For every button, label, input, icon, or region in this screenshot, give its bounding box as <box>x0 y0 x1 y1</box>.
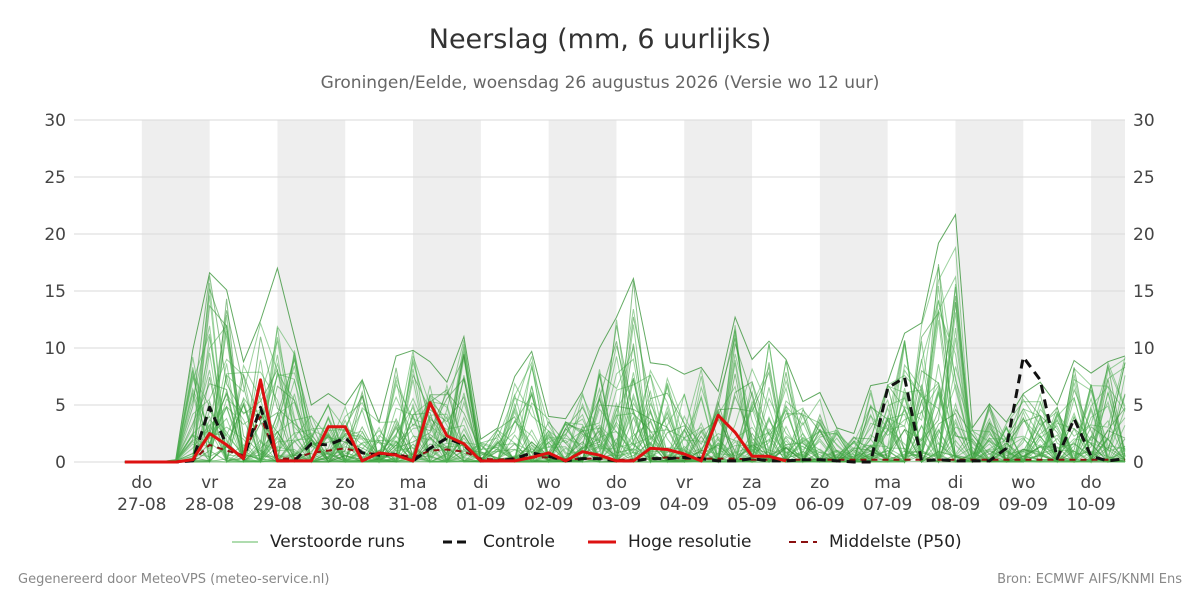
y-tick-label-left: 15 <box>44 282 66 302</box>
ensemble-member-line <box>124 366 1126 464</box>
x-tick-labels: do27-08vr28-08za29-08zo30-08ma31-08di01-… <box>117 473 1116 515</box>
ensemble-member-line <box>124 310 1126 463</box>
ensemble-member-line <box>124 312 1126 464</box>
y-tick-label-right: 15 <box>1133 282 1155 302</box>
legend-swatch-control <box>443 540 471 544</box>
y-tick-label-right: 20 <box>1133 225 1155 245</box>
y-tick-label-left: 0 <box>55 453 66 473</box>
x-tick-day: do <box>131 473 152 493</box>
x-tick-date: 03-09 <box>592 495 641 515</box>
legend-label-high-resolution: Hoge resolutie <box>628 532 752 552</box>
x-tick-day: wo <box>1011 473 1035 493</box>
x-tick-day: ma <box>874 473 901 493</box>
x-tick-day: vr <box>676 473 693 493</box>
x-tick-date: 05-09 <box>727 495 776 515</box>
x-tick-day: do <box>1080 473 1101 493</box>
x-tick-day: vr <box>201 473 218 493</box>
y-tick-label-left: 10 <box>44 339 66 359</box>
footer-credit: Gegenereerd door MeteoVPS (meteo-service… <box>18 572 330 587</box>
legend-label-perturbed: Verstoorde runs <box>270 532 405 552</box>
y-tick-label-right: 10 <box>1133 339 1155 359</box>
x-tick-date: 07-09 <box>863 495 912 515</box>
x-tick-day: di <box>948 473 964 493</box>
x-tick-date: 27-08 <box>117 495 166 515</box>
x-tick-date: 31-08 <box>388 495 437 515</box>
footer-source: Bron: ECMWF AIFS/KNMI Ens <box>997 572 1182 587</box>
ensemble-member-line <box>124 301 1126 463</box>
legend-swatch-perturbed <box>232 541 258 543</box>
y-tick-label-right: 5 <box>1133 396 1144 416</box>
y-tick-label-right: 0 <box>1133 453 1144 473</box>
ensemble-member-line <box>124 275 1126 463</box>
x-tick-day: zo <box>336 473 355 493</box>
legend-swatch-high-resolution <box>588 540 616 544</box>
x-tick-date: 10-09 <box>1066 495 1115 515</box>
x-tick-date: 01-09 <box>456 495 505 515</box>
main-series <box>124 355 1126 464</box>
x-tick-date: 29-08 <box>253 495 302 515</box>
high-resolution-line <box>124 378 787 464</box>
chart-subtitle: Groningen/Eelde, woensdag 26 augustus 20… <box>320 73 880 93</box>
ensemble-member-line <box>124 298 1126 464</box>
legend-item-perturbed: Verstoorde runs <box>232 530 405 554</box>
y-tick-label-left: 20 <box>44 225 66 245</box>
x-tick-day: di <box>473 473 489 493</box>
legend-swatch-median <box>789 541 817 543</box>
x-tick-day: zo <box>810 473 829 493</box>
y-tick-label-left: 5 <box>55 396 66 416</box>
x-tick-date: 02-09 <box>524 495 573 515</box>
y-tick-label-left: 30 <box>44 111 66 131</box>
y-tick-label-left: 25 <box>44 168 66 188</box>
x-tick-date: 08-09 <box>931 495 980 515</box>
x-tick-day: za <box>268 473 287 493</box>
ensemble-member-line <box>124 212 1126 463</box>
x-tick-day: za <box>742 473 761 493</box>
x-tick-day: ma <box>400 473 427 493</box>
legend-item-median: Middelste (P50) <box>789 530 962 554</box>
x-tick-date: 06-09 <box>795 495 844 515</box>
y-tick-label-right: 30 <box>1133 111 1155 131</box>
legend-label-control: Controle <box>483 532 555 552</box>
legend-item-control: Controle <box>443 530 555 554</box>
x-tick-date: 28-08 <box>185 495 234 515</box>
ensemble-member-line <box>124 377 1126 463</box>
chart-title: Neerslag (mm, 6 uurlijks) <box>428 24 772 55</box>
ensemble-member-line <box>124 285 1126 464</box>
x-tick-date: 30-08 <box>321 495 370 515</box>
x-tick-date: 09-09 <box>999 495 1048 515</box>
legend-item-high-resolution: Hoge resolutie <box>588 530 752 554</box>
x-tick-date: 04-09 <box>660 495 709 515</box>
y-tick-labels: 0 0 5 5 10 10 15 15 20 20 25 25 30 30 <box>44 111 1154 473</box>
x-tick-day: do <box>606 473 627 493</box>
y-tick-label-right: 25 <box>1133 168 1155 188</box>
x-tick-day: wo <box>536 473 560 493</box>
legend-label-median: Middelste (P50) <box>829 532 962 552</box>
